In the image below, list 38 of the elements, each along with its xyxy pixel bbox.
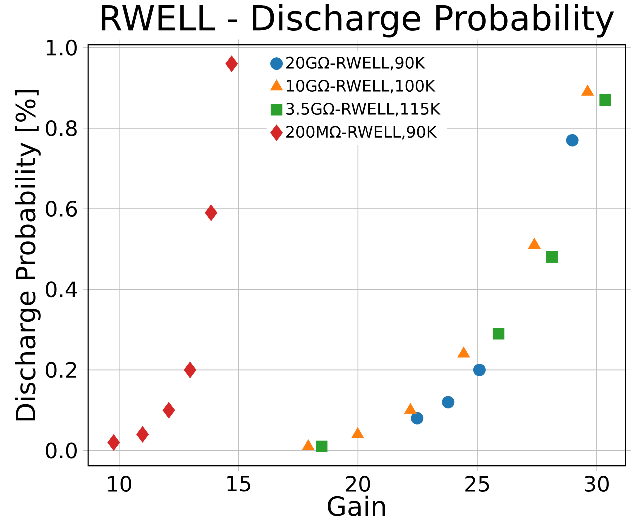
legend-label: 10GΩ-RWELL,100K [287, 80, 436, 94]
point [316, 441, 328, 453]
chart-title: RWELL - Discharge Probability [102, 4, 614, 38]
point [546, 252, 558, 264]
x-tick-label: 10 [108, 476, 132, 492]
point [302, 440, 315, 451]
point [566, 134, 579, 147]
y-tick-label: 0.8 [46, 120, 77, 137]
y-tick-label: 0.0 [46, 442, 77, 459]
legend-label: 20GΩ-RWELL,90K [286, 57, 426, 71]
x-tick-label: 25 [466, 476, 490, 492]
point [108, 434, 120, 452]
point [492, 328, 505, 340]
point [442, 396, 455, 409]
legend-label: 3.5GΩ-RWELL,115K [286, 103, 441, 117]
x-tick-label: 15 [228, 476, 250, 492]
point [404, 403, 417, 414]
x-tick-label: 20 [346, 476, 370, 492]
y-tick-label: 1.0 [47, 40, 77, 56]
point [473, 364, 486, 377]
y-tick-label: 0.6 [46, 201, 78, 218]
y-tick-label: 0.2 [46, 362, 76, 378]
point [184, 362, 197, 379]
point [411, 412, 424, 425]
x-tick-label: 30 [585, 476, 609, 492]
x-axis-title: Gain [328, 496, 386, 517]
point [528, 238, 541, 250]
point [458, 347, 470, 358]
point [205, 205, 218, 222]
point [162, 402, 176, 419]
point [136, 426, 150, 444]
legend-label: 200MΩ-RWELL,90K [286, 126, 438, 140]
point [600, 94, 612, 106]
point [226, 56, 238, 72]
y-tick-label: 0.4 [46, 282, 78, 298]
point [582, 85, 594, 96]
y-axis-title: Discharge Probability [%] [15, 90, 41, 421]
point [352, 428, 364, 439]
